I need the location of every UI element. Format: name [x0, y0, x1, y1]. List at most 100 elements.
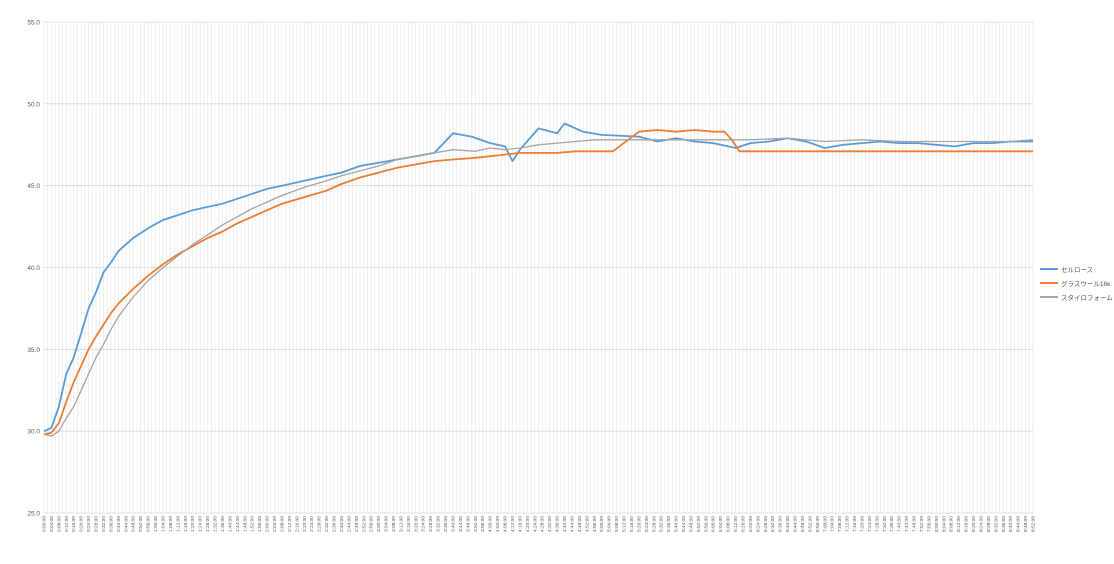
x-tick-label: 7:12:00	[845, 516, 851, 532]
x-tick-label: 0:44:00	[123, 516, 129, 532]
x-tick-label: 8:28:00	[986, 516, 992, 532]
x-tick-label: 7:48:00	[912, 516, 918, 532]
x-tick-label: 1:00:00	[153, 516, 159, 532]
x-tick-label: 6:56:00	[815, 516, 821, 532]
x-tick-label: 2:52:00	[361, 516, 367, 532]
legend-swatch	[1040, 268, 1058, 270]
x-tick-label: 0:32:00	[101, 516, 107, 532]
x-tick-label: 2:44:00	[346, 516, 352, 532]
x-tick-label: 8:40:00	[1008, 516, 1014, 532]
series-line-2	[43, 129, 1033, 436]
x-tick-label: 7:20:00	[859, 516, 865, 532]
y-tick-label: 35.0	[27, 347, 40, 354]
x-tick-label: 8:16:00	[964, 516, 970, 532]
x-tick-label: 2:04:00	[272, 516, 278, 532]
x-tick-label: 4:52:00	[584, 516, 590, 532]
x-tick-label: 7:16:00	[852, 516, 858, 532]
x-tick-label: 0:28:00	[94, 516, 100, 532]
x-tick-label: 7:44:00	[904, 516, 910, 532]
x-tick-label: 3:04:00	[384, 516, 390, 532]
y-tick-label: 45.0	[27, 183, 40, 190]
x-tick-label: 5:44:00	[681, 516, 687, 532]
x-tick-label: 5:52:00	[696, 516, 702, 532]
x-tick-label: 7:08:00	[837, 516, 843, 532]
x-tick-label: 3:44:00	[458, 516, 464, 532]
x-tick-label: 7:56:00	[926, 516, 932, 532]
x-tick-label: 0:00:00	[42, 516, 48, 532]
x-tick-label: 5:28:00	[651, 516, 657, 532]
y-tick-label: 30.0	[27, 429, 40, 436]
x-tick-label: 0:52:00	[138, 516, 144, 532]
x-tick-label: 5:56:00	[703, 516, 709, 532]
y-tick-label: 55.0	[27, 20, 40, 27]
x-tick-label: 2:28:00	[317, 516, 323, 532]
x-tick-label: 6:24:00	[755, 516, 761, 532]
y-tick-label: 50.0	[27, 101, 40, 108]
x-tick-label: 4:32:00	[547, 516, 553, 532]
x-tick-label: 8:04:00	[941, 516, 947, 532]
x-tick-label: 6:44:00	[793, 516, 799, 532]
x-tick-label: 8:20:00	[971, 516, 977, 532]
x-tick-label: 3:48:00	[465, 516, 471, 532]
x-tick-label: 7:40:00	[897, 516, 903, 532]
legend-swatch	[1040, 282, 1058, 284]
x-tick-label: 4:28:00	[540, 516, 546, 532]
x-tick-label: 6:12:00	[733, 516, 739, 532]
x-tick-label: 6:04:00	[718, 516, 724, 532]
x-tick-label: 5:00:00	[599, 516, 605, 532]
x-tick-label: 8:12:00	[956, 516, 962, 532]
x-tick-label: 8:36:00	[1001, 516, 1007, 532]
x-tick-label: 1:32:00	[213, 516, 219, 532]
x-tick-label: 6:28:00	[763, 516, 769, 532]
x-tick-label: 4:44:00	[569, 516, 575, 532]
legend-label: グラスウール16k	[1061, 281, 1111, 288]
x-tick-label: 1:40:00	[227, 516, 233, 532]
x-tick-label: 2:12:00	[287, 516, 293, 532]
x-tick-label: 6:48:00	[800, 516, 806, 532]
x-tick-label: 4:24:00	[532, 516, 538, 532]
x-tick-label: 3:36:00	[443, 516, 449, 532]
x-tick-label: 3:08:00	[391, 516, 397, 532]
legend-label: セルロース	[1061, 267, 1094, 274]
x-tick-label: 2:40:00	[339, 516, 345, 532]
x-tick-label: 0:04:00	[49, 516, 55, 532]
x-tick-label: 5:40:00	[674, 516, 680, 532]
x-tick-label: 2:56:00	[369, 516, 375, 532]
x-tick-label: 0:24:00	[86, 516, 92, 532]
x-tick-label: 2:20:00	[302, 516, 308, 532]
x-tick-label: 5:16:00	[629, 516, 635, 532]
y-tick-label: 25.0	[27, 511, 40, 518]
x-tick-label: 4:12:00	[510, 516, 516, 532]
x-tick-label: 6:20:00	[748, 516, 754, 532]
x-tick-label: 6:40:00	[785, 516, 791, 532]
x-tick-label: 2:32:00	[324, 516, 330, 532]
x-tick-label: 3:40:00	[450, 516, 456, 532]
series-line-3	[43, 137, 1034, 437]
x-tick-label: 1:08:00	[168, 516, 174, 532]
x-tick-label: 5:24:00	[644, 516, 650, 532]
x-tick-label: 8:48:00	[1023, 516, 1029, 532]
x-tick-label: 1:04:00	[160, 516, 166, 532]
x-tick-label: 2:24:00	[309, 516, 315, 532]
y-axis-ticks: 25.0 30.0 35.0 40.0 45.0 50.0 55.0	[27, 20, 40, 518]
x-tick-label: 7:36:00	[889, 516, 895, 532]
x-tick-label: 3:16:00	[406, 516, 412, 532]
x-tick-label: 1:28:00	[205, 516, 211, 532]
x-tick-label: 7:24:00	[867, 516, 873, 532]
x-tick-label: 5:48:00	[688, 516, 694, 532]
x-tick-label: 3:12:00	[398, 516, 404, 532]
x-tick-label: 1:52:00	[250, 516, 256, 532]
x-tick-label: 0:56:00	[146, 516, 152, 532]
legend-swatch	[1040, 296, 1058, 298]
x-tick-label: 3:20:00	[413, 516, 419, 532]
x-tick-label: 8:32:00	[993, 516, 999, 532]
x-tick-label: 7:32:00	[882, 516, 888, 532]
x-tick-label: 5:12:00	[622, 516, 628, 532]
x-tick-label: 0:12:00	[64, 516, 70, 532]
x-tick-label: 4:08:00	[503, 516, 509, 532]
x-tick-label: 6:08:00	[726, 516, 732, 532]
legend: セルロース グラスウール16k スタイロフォーム	[1040, 262, 1113, 304]
x-tick-label: 0:16:00	[71, 516, 77, 532]
